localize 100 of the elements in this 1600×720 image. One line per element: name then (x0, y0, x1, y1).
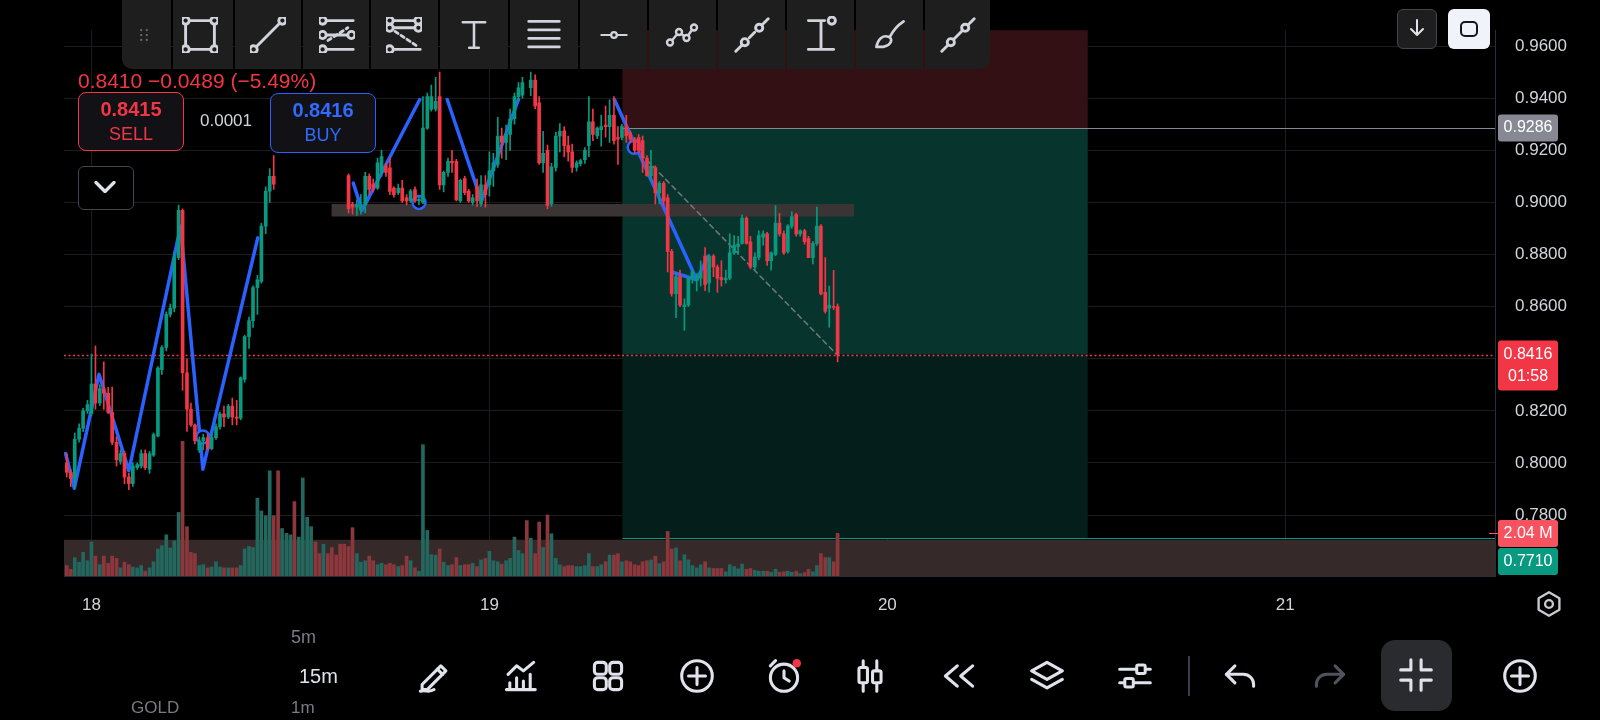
bar (794, 570, 799, 576)
bar (591, 566, 595, 576)
bar (338, 543, 342, 576)
bar (280, 528, 284, 576)
bar (616, 553, 620, 576)
bar (64, 565, 69, 576)
bar (470, 562, 475, 576)
text: 5m (291, 627, 317, 648)
y-tick-label: 0.9600 (1515, 35, 1567, 55)
bar (782, 571, 786, 576)
bar (197, 565, 202, 576)
text: 1m (291, 698, 315, 718)
bar (342, 543, 346, 576)
bar (433, 554, 438, 576)
y-tick-label: 0.8800 (1515, 244, 1567, 264)
bar (131, 566, 135, 576)
bar (68, 568, 73, 576)
bar (620, 561, 624, 576)
bar (164, 534, 169, 576)
candlestick (499, 127, 504, 159)
bar (475, 566, 479, 576)
bar (736, 568, 740, 576)
sell-button: 0.8415 SELL (78, 92, 184, 151)
bar (247, 546, 251, 576)
bar (462, 564, 467, 576)
bar (355, 553, 359, 576)
bar (392, 564, 396, 576)
x-tick-label: 19 (479, 594, 499, 614)
x-tick-label: 18 (82, 594, 101, 614)
bar (267, 470, 272, 576)
ref-line-label: 0.8416 (1503, 344, 1553, 362)
annotation: BUY (303, 125, 343, 146)
text: 15m (299, 665, 338, 688)
x-tick-label: 20 (877, 594, 897, 614)
bar (479, 559, 483, 576)
bar (645, 560, 649, 576)
bar (97, 564, 102, 576)
candlestick (827, 285, 832, 328)
bar (495, 561, 500, 576)
bar (300, 477, 305, 576)
bar (201, 564, 206, 576)
bar (127, 564, 131, 576)
annotation: 0.8415 (99, 98, 163, 121)
annotation: 0.8416 (291, 99, 355, 122)
bar (765, 570, 769, 576)
bar (802, 572, 807, 576)
bar (193, 553, 197, 576)
bar (135, 567, 140, 576)
bar (815, 565, 819, 576)
bar (786, 570, 790, 576)
candlestick (433, 77, 438, 112)
bar (707, 567, 711, 576)
bar (566, 565, 571, 576)
bar (110, 555, 114, 576)
bar (628, 561, 633, 576)
bar (769, 571, 773, 576)
bar (657, 563, 662, 576)
x-tick-label: 21 (1275, 594, 1295, 614)
bar (665, 531, 670, 576)
bar (761, 570, 766, 576)
annotation: 0.0001 (200, 111, 252, 131)
y2-tick-label: 2.04 M (1503, 523, 1553, 541)
buy-button: 0.8416 BUY (270, 93, 376, 153)
y-tick-label: 0.9000 (1515, 192, 1567, 212)
bar (674, 547, 678, 576)
bar (694, 567, 699, 576)
bar (222, 567, 226, 576)
bar (599, 564, 604, 576)
annotation: 0.8410 −0.0489 (−5.49%) (78, 69, 317, 92)
bar (827, 557, 832, 576)
y-tick-label: 0.8600 (1515, 296, 1567, 316)
bar (624, 560, 629, 576)
bar (329, 547, 334, 576)
y-tick-label: 0.9400 (1515, 87, 1567, 107)
bar (727, 564, 732, 576)
bar (466, 564, 471, 576)
ref-line-label: 0.9286 (1503, 118, 1553, 136)
bar (703, 561, 707, 576)
ref-line-label: 0.7710 (1503, 551, 1553, 569)
bar (143, 570, 148, 576)
y-tick-label: 0.8200 (1515, 400, 1567, 420)
bar (570, 565, 574, 576)
bar (139, 565, 144, 576)
bar (214, 561, 218, 576)
bar (371, 560, 376, 576)
bar (234, 567, 239, 576)
y-tick-label: 0.9200 (1515, 139, 1567, 159)
bar (698, 564, 703, 576)
bar (499, 563, 504, 576)
bar (524, 520, 529, 576)
bar (649, 559, 653, 576)
bar (504, 560, 508, 576)
bar (413, 567, 417, 576)
bar (798, 573, 803, 576)
bar (790, 571, 794, 576)
bar (396, 566, 401, 576)
bar (363, 560, 368, 576)
bar (819, 553, 823, 576)
bar (756, 570, 761, 576)
y-tick-label: 0.7800 (1515, 504, 1567, 524)
